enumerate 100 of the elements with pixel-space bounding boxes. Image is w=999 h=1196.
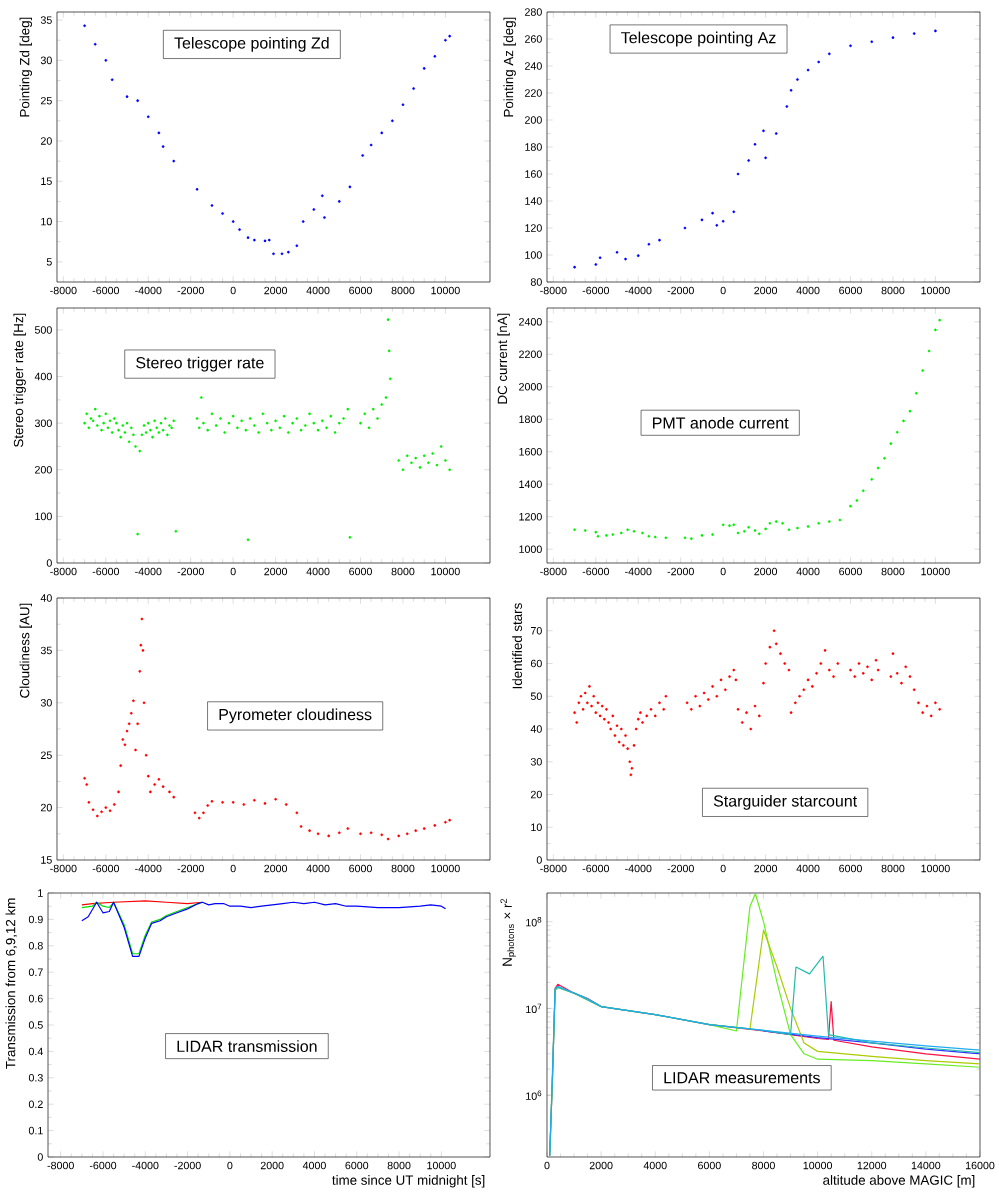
x-tick-label: 0 [720, 567, 726, 576]
text: LIDAR measurements [664, 1072, 820, 1084]
y-tick-label: 0.7 [28, 968, 43, 976]
point [914, 391, 918, 395]
y-tick-label: 25 [40, 96, 52, 105]
y-tick-label: 200 [524, 116, 542, 124]
x-tick-label: -6000 [92, 286, 119, 295]
x-tick-label: -8000 [50, 567, 77, 576]
text: PMT anode current [652, 416, 789, 429]
point [742, 530, 746, 533]
x-tick-label: -4000 [134, 286, 162, 295]
point [908, 409, 912, 413]
text: Telescope pointing Az [620, 31, 776, 47]
x-tick-label: 10000 [431, 286, 460, 295]
y-tick-label: 260 [524, 35, 542, 43]
point [337, 200, 341, 203]
x-tick-label: 6000 [839, 567, 862, 576]
y-axis-title: Transmission from 6,9,12 km [5, 898, 17, 1069]
y-tick-label: 0 [46, 559, 52, 567]
x-tick-label: -6000 [92, 864, 119, 873]
y-axis-title: Cloudiness [AU] [19, 603, 32, 698]
text: Telescope pointing Zd [174, 36, 329, 52]
point [891, 36, 895, 39]
point [757, 532, 761, 536]
point [448, 34, 451, 38]
x-tick-label: 4000 [306, 864, 330, 873]
y-tick-label: 35 [40, 16, 52, 24]
point [753, 529, 757, 532]
y-axis-title: DC current [nA] [497, 313, 510, 404]
point [380, 131, 383, 135]
point [615, 250, 619, 254]
point [125, 95, 129, 98]
y-tick-label: 0.4 [28, 1047, 43, 1056]
y-tick-label: 2200 [518, 350, 542, 359]
line-series [81, 901, 447, 957]
y-tick-label: 0 [536, 856, 542, 864]
y-tick-label: 400 [34, 372, 52, 381]
point [104, 59, 108, 62]
point [711, 211, 714, 215]
y-axis-title: Identified stars [512, 603, 522, 689]
x-tick-label: 2000 [754, 286, 777, 295]
point [83, 24, 86, 28]
point [683, 226, 687, 230]
x-tick-label: 6000 [839, 286, 862, 295]
x-tick-label: 6000 [839, 864, 862, 873]
point [348, 185, 352, 189]
y-tick-label: 1400 [519, 480, 542, 489]
y-tick-label: 15 [41, 856, 52, 864]
y-tick-label: 2400 [518, 318, 542, 326]
point [817, 521, 820, 525]
y-tick-label: 10$^{7}$ [526, 1003, 542, 1014]
y-tick-label: 0.6 [28, 994, 43, 1003]
point [700, 534, 704, 537]
point [596, 534, 600, 538]
point [619, 531, 623, 535]
x-tick-label: 10000 [921, 864, 950, 873]
x-tick-label: -8000 [540, 567, 567, 576]
y-tick-label: 0.2 [28, 1100, 43, 1108]
point [263, 239, 267, 243]
x-tick-label: 16000 [965, 1161, 995, 1170]
y-tick-label: 30 [40, 56, 52, 65]
point [732, 210, 735, 214]
point [817, 60, 820, 64]
point [774, 520, 778, 523]
y-tick-label: 160 [525, 170, 542, 178]
point [594, 530, 598, 534]
point [594, 263, 598, 266]
x-tick-label: 0 [230, 286, 236, 295]
y-tick-label: 0.5 [28, 1021, 43, 1029]
x-axis-title: altitude above MAGIC [m] [823, 1175, 975, 1188]
point [647, 534, 651, 538]
y-tick-label: 2000 [518, 383, 542, 391]
point [711, 533, 714, 536]
point [764, 527, 767, 531]
y-tick-label: 180 [525, 143, 542, 151]
point [653, 535, 657, 539]
y-tick-label: 30 [40, 699, 52, 707]
x-tick-label: -4000 [624, 286, 652, 295]
y-axis-title: N$_{photons}$ × r$^{2}$ [500, 898, 516, 966]
point [774, 132, 778, 135]
y-tick-label: 1600 [519, 447, 542, 456]
y-tick-label: 10 [41, 217, 52, 226]
y-tick-label: 20 [40, 137, 52, 145]
point [246, 236, 250, 240]
x-tick-label: 8000 [881, 286, 905, 295]
point [849, 504, 852, 508]
y-tick-label: 500 [34, 326, 52, 334]
point [210, 204, 214, 207]
point [747, 525, 750, 529]
x-tick-label: 8000 [881, 567, 905, 576]
point [110, 78, 114, 82]
point [747, 159, 750, 162]
x-tick-label: 4000 [306, 567, 330, 576]
x-tick-label: -8000 [540, 864, 567, 873]
point [221, 212, 224, 215]
point [732, 523, 735, 527]
point [728, 524, 731, 527]
x-tick-label: -2000 [667, 567, 694, 576]
point [787, 528, 791, 532]
point [806, 68, 810, 72]
